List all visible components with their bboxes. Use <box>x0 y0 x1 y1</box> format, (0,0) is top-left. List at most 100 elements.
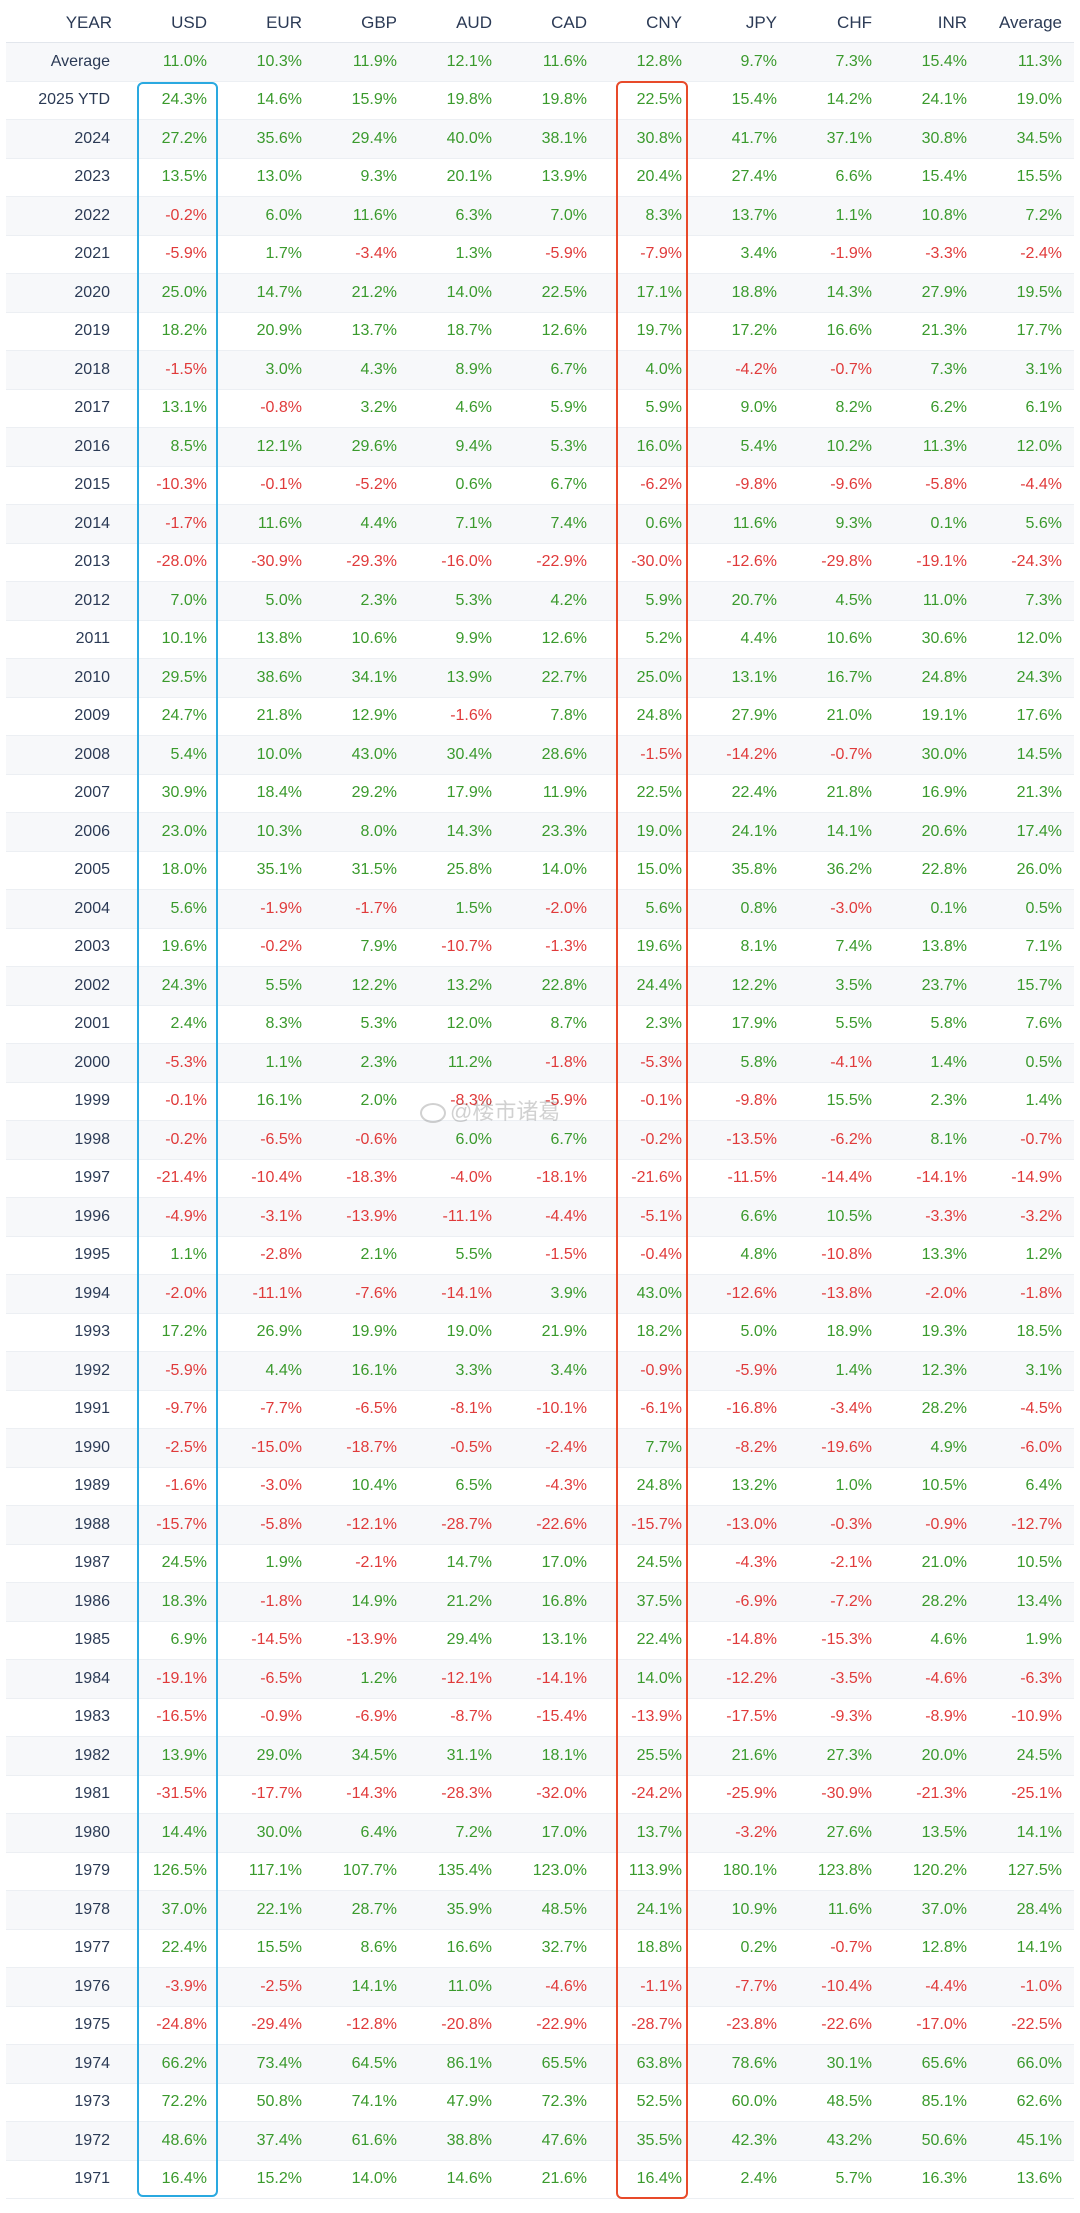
return-cell-eur: 38.6% <box>219 658 314 698</box>
return-cell-eur: 29.0% <box>219 1736 314 1776</box>
table-row: Average 11.0% 10.3% 11.9% 12.1% 11.6% 12.8% 9.7… <box>6 42 1074 82</box>
table-row: 2001 2.4% 8.3% 5.3% 12.0% 8.7% 2.3% 17.9% 5.5% 5.… <box>6 1005 1074 1044</box>
return-cell-jpy: 0.8% <box>694 889 789 929</box>
return-cell-cny: 0.6% <box>599 504 694 544</box>
year-cell: 2019 <box>6 312 124 351</box>
column-header-jpy: JPY <box>694 4 789 43</box>
return-cell-cny: 63.8% <box>599 2044 694 2084</box>
return-cell-jpy: 12.2% <box>694 966 789 1006</box>
return-cell-chf: 5.5% <box>789 1005 884 1044</box>
return-cell-inr: 4.9% <box>884 1428 979 1468</box>
return-cell-cad: 21.9% <box>504 1313 599 1352</box>
return-cell-usd: -3.9% <box>124 1967 219 2007</box>
return-cell-gbp: 3.2% <box>314 389 409 428</box>
return-cell-cad: -5.9% <box>504 235 599 274</box>
return-cell-inr: 120.2% <box>884 1852 979 1891</box>
return-cell-cny: 17.1% <box>599 273 694 313</box>
return-cell-usd: -31.5% <box>124 1775 219 1814</box>
column-header-usd: USD <box>124 4 219 43</box>
return-cell-usd: 5.4% <box>124 735 219 775</box>
return-cell-cny: -13.9% <box>599 1698 694 1737</box>
return-cell-aud: 14.7% <box>409 1544 504 1583</box>
return-cell-jpy: 6.6% <box>694 1197 789 1237</box>
return-cell-chf: -19.6% <box>789 1428 884 1468</box>
return-cell-eur: 1.9% <box>219 1544 314 1583</box>
return-cell-cny: 16.0% <box>599 427 694 467</box>
table-row: 1998 -0.2% -6.5% -0.6% 6.0% 6.7% -0.2% -13.5% -6… <box>6 1120 1074 1160</box>
return-cell-average: 18.5% <box>979 1313 1074 1352</box>
return-cell-average: 12.0% <box>979 427 1074 467</box>
return-cell-inr: 19.1% <box>884 697 979 736</box>
return-cell-average: 11.3% <box>979 42 1074 82</box>
return-cell-gbp: 2.3% <box>314 1043 409 1083</box>
return-cell-average: 24.3% <box>979 658 1074 698</box>
return-cell-aud: 7.2% <box>409 1813 504 1853</box>
table-row: 1991 -9.7% -7.7% -6.5% -8.1% -10.1% -6.1% -16.8… <box>6 1390 1074 1429</box>
return-cell-gbp: 14.1% <box>314 1967 409 2007</box>
return-cell-jpy: 22.4% <box>694 774 789 813</box>
return-cell-chf: 8.2% <box>789 389 884 428</box>
table-row: 1975 -24.8% -29.4% -12.8% -20.8% -22.9% -28.7%… <box>6 2006 1074 2045</box>
year-cell: 1999 <box>6 1082 124 1121</box>
return-cell-chf: -3.5% <box>789 1659 884 1699</box>
return-cell-inr: 0.1% <box>884 504 979 544</box>
return-cell-average: -22.5% <box>979 2006 1074 2045</box>
return-cell-cny: 22.5% <box>599 81 694 120</box>
return-cell-jpy: 27.4% <box>694 158 789 197</box>
return-cell-chf: -9.6% <box>789 466 884 505</box>
table-row: 2024 27.2% 35.6% 29.4% 40.0% 38.1% 30.8% 41.7% 3… <box>6 119 1074 159</box>
table-row: 1971 16.4% 15.2% 14.0% 14.6% 21.6% 16.4% 2.4% 5.… <box>6 2160 1074 2199</box>
year-cell: 2000 <box>6 1043 124 1083</box>
return-cell-cad: 13.1% <box>504 1621 599 1660</box>
table-row: 1973 72.2% 50.8% 74.1% 47.9% 72.3% 52.5% 60.0% 4… <box>6 2083 1074 2122</box>
return-cell-chf: -10.8% <box>789 1236 884 1275</box>
return-cell-aud: 9.9% <box>409 620 504 659</box>
return-cell-average: 28.4% <box>979 1890 1074 1930</box>
return-cell-aud: 14.3% <box>409 812 504 852</box>
return-cell-inr: 5.8% <box>884 1005 979 1044</box>
year-cell: 1994 <box>6 1274 124 1314</box>
return-cell-cny: -6.2% <box>599 466 694 505</box>
return-cell-inr: 24.8% <box>884 658 979 698</box>
return-cell-eur: -17.7% <box>219 1775 314 1814</box>
return-cell-gbp: -6.9% <box>314 1698 409 1737</box>
return-cell-eur: 21.8% <box>219 697 314 736</box>
return-cell-cad: 32.7% <box>504 1929 599 1968</box>
return-cell-gbp: -5.2% <box>314 466 409 505</box>
return-cell-chf: 10.6% <box>789 620 884 659</box>
year-cell: 2002 <box>6 966 124 1006</box>
return-cell-aud: 19.8% <box>409 81 504 120</box>
return-cell-eur: 15.5% <box>219 1929 314 1968</box>
return-cell-cny: -5.1% <box>599 1197 694 1237</box>
table-row: 1977 22.4% 15.5% 8.6% 16.6% 32.7% 18.8% 0.2% -0.… <box>6 1929 1074 1968</box>
return-cell-gbp: -14.3% <box>314 1775 409 1814</box>
return-cell-inr: 16.9% <box>884 774 979 813</box>
return-cell-aud: 0.6% <box>409 466 504 505</box>
return-cell-usd: -2.5% <box>124 1428 219 1468</box>
return-cell-jpy: 13.7% <box>694 196 789 236</box>
return-cell-jpy: -4.2% <box>694 350 789 390</box>
table-row: 2019 18.2% 20.9% 13.7% 18.7% 12.6% 19.7% 17.2% 1… <box>6 312 1074 351</box>
return-cell-usd: 17.2% <box>124 1313 219 1352</box>
return-cell-usd: 13.9% <box>124 1736 219 1776</box>
return-cell-usd: 27.2% <box>124 119 219 159</box>
return-cell-gbp: 14.9% <box>314 1582 409 1622</box>
return-cell-jpy: 5.0% <box>694 1313 789 1352</box>
return-cell-gbp: 12.2% <box>314 966 409 1006</box>
return-cell-average: 19.5% <box>979 273 1074 313</box>
return-cell-usd: 22.4% <box>124 1929 219 1968</box>
return-cell-aud: 17.9% <box>409 774 504 813</box>
return-cell-jpy: 2.4% <box>694 2160 789 2199</box>
year-cell: Average <box>6 42 124 82</box>
year-cell: 1998 <box>6 1120 124 1160</box>
return-cell-gbp: -13.9% <box>314 1197 409 1237</box>
return-cell-cny: 30.8% <box>599 119 694 159</box>
return-cell-average: 7.3% <box>979 581 1074 621</box>
return-cell-usd: -0.1% <box>124 1082 219 1121</box>
return-cell-aud: -16.0% <box>409 543 504 582</box>
year-cell: 1975 <box>6 2006 124 2045</box>
return-cell-eur: -15.0% <box>219 1428 314 1468</box>
return-cell-jpy: -7.7% <box>694 1967 789 2007</box>
return-cell-gbp: 14.0% <box>314 2160 409 2199</box>
column-header-inr: INR <box>884 4 979 43</box>
